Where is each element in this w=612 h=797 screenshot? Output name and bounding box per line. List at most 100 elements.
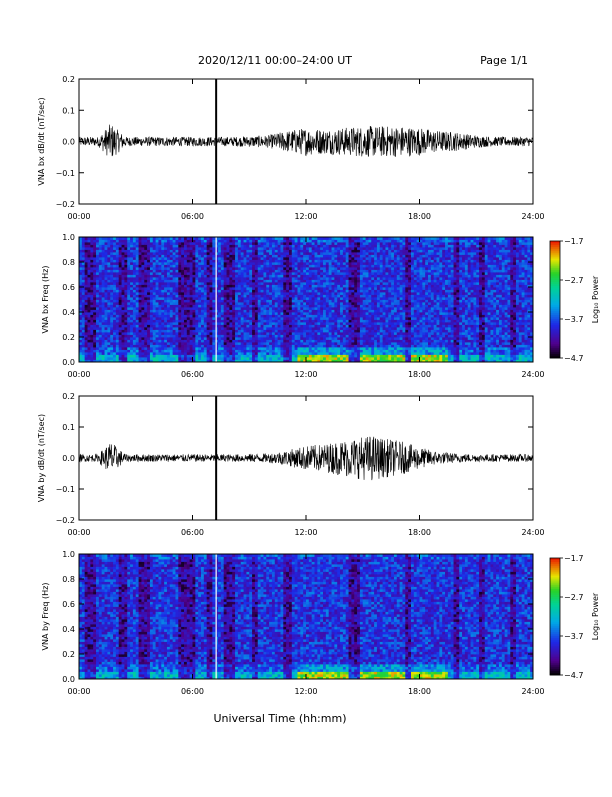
spectrogram-cell [107, 342, 110, 345]
spectrogram-cell [351, 312, 354, 315]
spectrogram-cell [198, 252, 201, 255]
spectrogram-cell [354, 240, 357, 243]
spectrogram-cell [255, 300, 258, 303]
spectrogram-cell [133, 325, 136, 328]
spectrogram-cell [218, 327, 221, 330]
spectrogram-cell [119, 252, 122, 255]
spectrogram-cell [317, 240, 320, 243]
spectrogram-cell [340, 277, 343, 280]
spectrogram-cell [170, 247, 173, 250]
spectrogram-cell [315, 252, 318, 255]
x-tick-label: 18:00 [408, 212, 431, 221]
spectrogram-cell [334, 317, 337, 320]
spectrogram-cell [275, 267, 278, 270]
spectrogram-cell [272, 350, 275, 353]
spectrogram-cell [90, 302, 93, 305]
spectrogram-cell [332, 352, 335, 355]
spectrogram-cell [252, 320, 255, 323]
spectrogram-cell [153, 342, 156, 345]
spectrogram-cell [357, 262, 360, 265]
spectrogram-cell [227, 250, 230, 253]
spectrogram-cell [116, 275, 119, 278]
spectrogram-cell [116, 337, 119, 340]
spectrogram-cell [93, 245, 96, 248]
spectrogram-cell [340, 355, 343, 358]
spectrogram-cell [178, 305, 181, 308]
spectrogram-cell [122, 262, 125, 265]
spectrogram-cell [315, 290, 318, 293]
spectrogram-cell [158, 285, 161, 288]
spectrogram-cell [244, 300, 247, 303]
spectrogram-cell [235, 290, 238, 293]
spectrogram-cell [122, 317, 125, 320]
spectrogram-cell [93, 257, 96, 260]
spectrogram-cell [82, 300, 85, 303]
spectrogram-cell [272, 260, 275, 263]
spectrogram-cell [332, 347, 335, 350]
spectrogram-cell [141, 277, 144, 280]
spectrogram-cell [244, 277, 247, 280]
spectrogram-cell [184, 322, 187, 325]
spectrogram-cell [221, 307, 224, 310]
spectrogram-cell [317, 340, 320, 343]
spectrogram-cell [275, 312, 278, 315]
spectrogram-cell [280, 242, 283, 245]
spectrogram-cell [193, 250, 196, 253]
spectrogram-cell [312, 282, 315, 285]
spectrogram-cell [99, 325, 102, 328]
spectrogram-cell [204, 240, 207, 243]
spectrogram-cell [278, 350, 281, 353]
spectrogram-cell [320, 260, 323, 263]
spectrogram-cell [317, 320, 320, 323]
spectrogram-cell [102, 297, 105, 300]
spectrogram-cell [90, 342, 93, 345]
spectrogram-cell [184, 242, 187, 245]
spectrogram-cell [207, 342, 210, 345]
spectrogram-cell [272, 317, 275, 320]
spectrogram-cell [249, 280, 252, 283]
spectrogram-cell [255, 260, 258, 263]
spectrogram-cell [173, 255, 176, 258]
spectrogram-cell [346, 352, 349, 355]
spectrogram-cell [181, 262, 184, 265]
spectrogram-cell [167, 302, 170, 305]
spectrogram-cell [283, 310, 286, 313]
spectrogram-cell [218, 272, 221, 275]
spectrogram-cell [300, 347, 303, 350]
spectrogram-cell [255, 272, 258, 275]
spectrogram-cell [130, 240, 133, 243]
spectrogram-cell [88, 327, 91, 330]
spectrogram-cell [107, 357, 110, 360]
spectrogram-cell [181, 250, 184, 253]
spectrogram-cell [261, 240, 264, 243]
spectrogram-cell [178, 322, 181, 325]
spectrogram-cell [218, 335, 221, 338]
spectrogram-cell [309, 300, 312, 303]
spectrogram-cell [139, 245, 142, 248]
spectrogram-cell [266, 260, 269, 263]
spectrogram-cell [249, 320, 252, 323]
spectrogram-cell [93, 345, 96, 348]
spectrogram-cell [320, 310, 323, 313]
spectrogram-cell [269, 245, 272, 248]
spectrogram-cell [210, 282, 213, 285]
spectrogram-cell [184, 340, 187, 343]
spectrogram-cell [136, 295, 139, 298]
spectrogram-cell [280, 315, 283, 318]
spectrogram-cell [136, 312, 139, 315]
spectrogram-cell [343, 322, 346, 325]
spectrogram-cell [227, 345, 230, 348]
spectrogram-cell [150, 325, 153, 328]
spectrogram-cell [241, 307, 244, 310]
spectrogram-cell [300, 257, 303, 260]
spectrogram-cell [235, 277, 238, 280]
spectrogram-cell [158, 242, 161, 245]
spectrogram-cell [82, 352, 85, 355]
spectrogram-cell [252, 345, 255, 348]
spectrogram-cell [306, 247, 309, 250]
spectrogram-cell [102, 335, 105, 338]
spectrogram-cell [99, 297, 102, 300]
spectrogram-cell [303, 347, 306, 350]
spectrogram-cell [181, 325, 184, 328]
spectrogram-cell [167, 335, 170, 338]
